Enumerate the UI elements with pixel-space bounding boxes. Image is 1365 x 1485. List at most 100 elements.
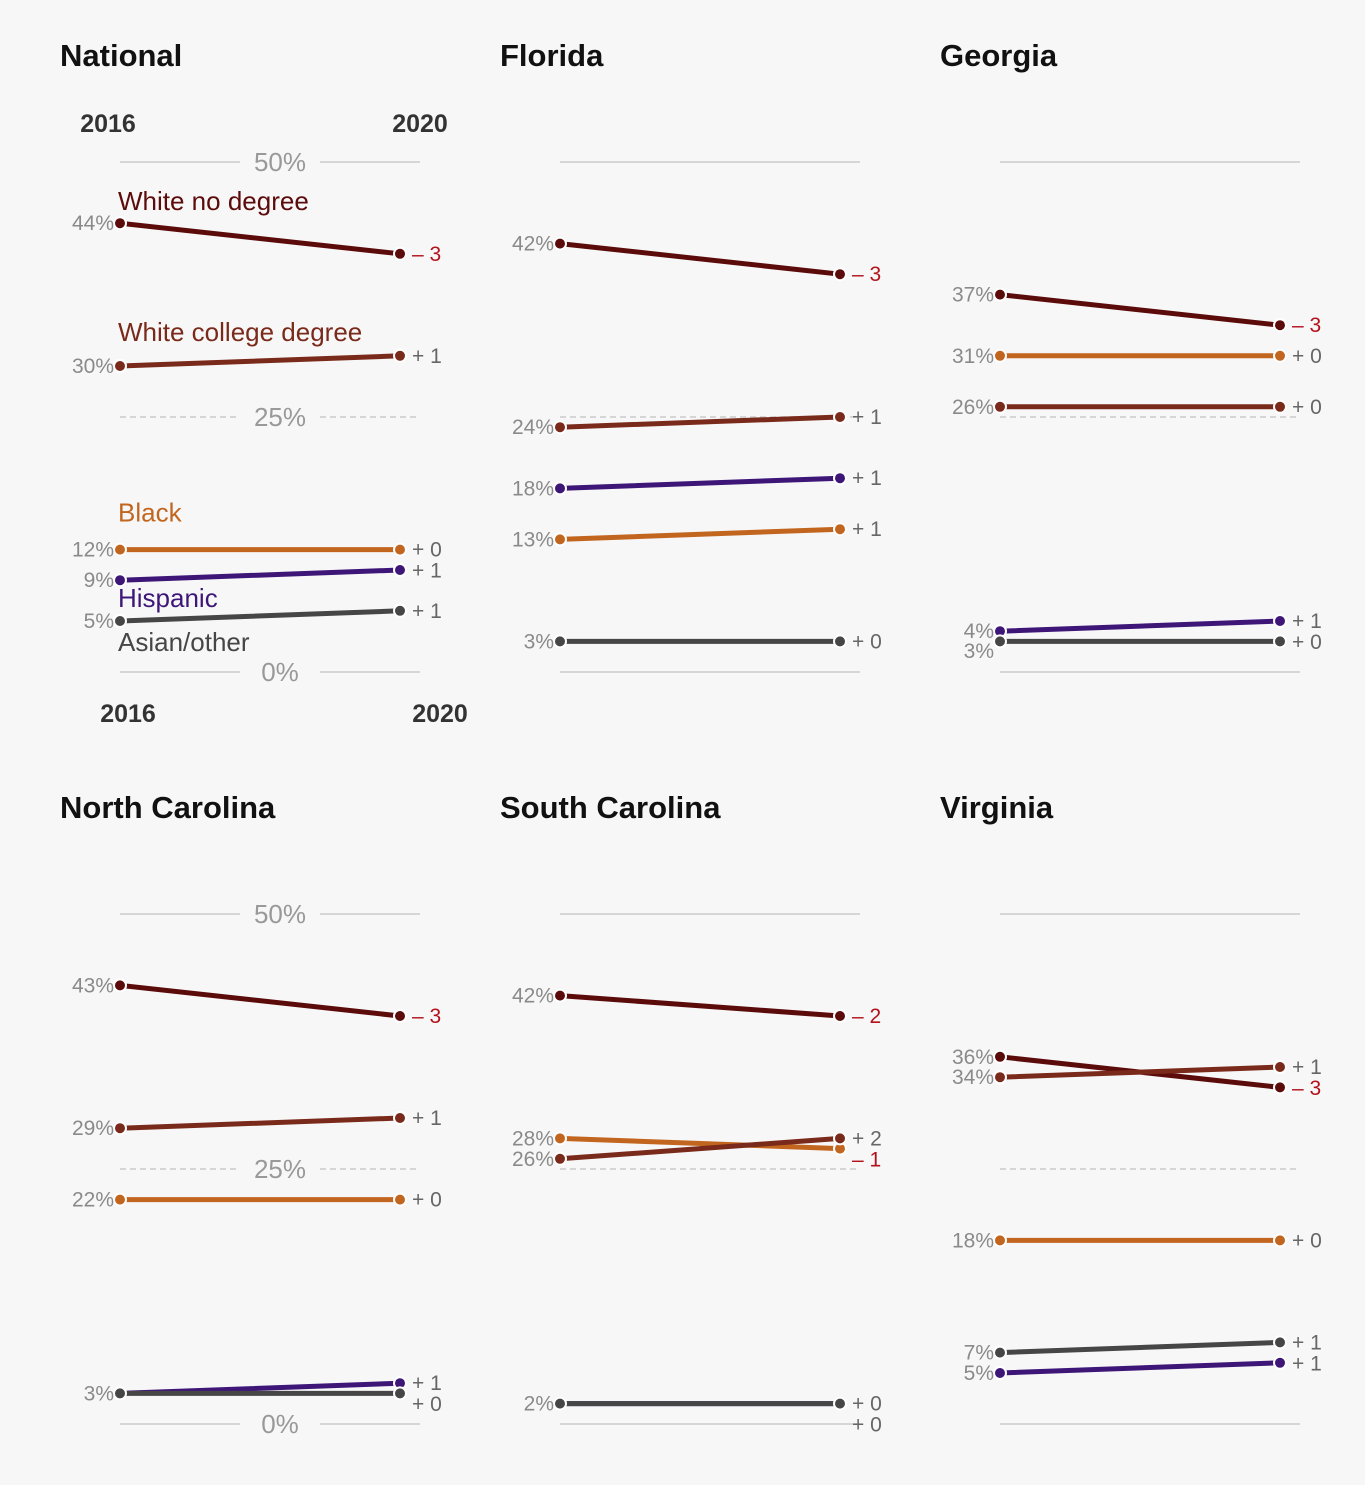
start-label-virginia-hispanic: 5% <box>964 1362 994 1385</box>
start-label-florida-black: 13% <box>512 528 554 551</box>
start-label-south-carolina-white_no_degree: 42% <box>512 985 554 1008</box>
point-end-national-white_no_degree <box>393 246 407 261</box>
series-line-national-white_college_degree <box>117 353 403 369</box>
start-label-north-carolina-white_college_degree: 29% <box>72 1117 114 1140</box>
point-end-national-hispanic <box>393 563 407 577</box>
change-label-south-carolina-black: – 1 <box>852 1148 881 1171</box>
start-label-virginia-black: 18% <box>952 1229 994 1252</box>
panel-title-north-carolina: North Carolina <box>60 790 276 825</box>
series-line-florida-white_no_degree <box>557 241 843 277</box>
change-label-florida-white_college_degree: + 1 <box>852 406 882 429</box>
gridline-label-north-carolina-1: 25% <box>254 1154 306 1184</box>
start-label-national-white_college_degree: 30% <box>72 355 114 378</box>
point-start-florida-hispanic <box>553 481 567 496</box>
change-label-south-carolina-hispanic: + 0 <box>852 1393 882 1416</box>
year-label-top-end: 2020 <box>392 110 448 138</box>
series-line-national-asian_other <box>117 608 403 624</box>
start-label-national-hispanic: 9% <box>84 569 114 592</box>
point-end-south-carolina-asian_other <box>833 1396 847 1411</box>
gridline-label-north-carolina-0: 50% <box>254 899 306 929</box>
point-start-virginia-white_college_degree <box>993 1070 1007 1085</box>
change-label-north-carolina-white_college_degree: + 1 <box>412 1107 442 1130</box>
series-label-asian_other: Asian/other <box>118 627 250 657</box>
point-start-virginia-black <box>993 1233 1007 1248</box>
point-end-georgia-asian_other <box>1273 634 1287 649</box>
point-end-florida-asian_other <box>833 634 847 649</box>
point-end-national-asian_other <box>393 603 407 618</box>
series-line-south-carolina-white_college_degree <box>557 1135 843 1162</box>
point-start-national-black <box>113 542 127 557</box>
year-label-bottom-end: 2020 <box>412 700 468 728</box>
start-label-virginia-white_college_degree: 34% <box>952 1066 994 1089</box>
series-line-georgia-white_no_degree <box>997 292 1283 328</box>
change-label-north-carolina-black: + 0 <box>412 1189 442 1212</box>
series-label-white_college_degree: White college degree <box>118 317 362 347</box>
change-label-national-white_no_degree: – 3 <box>412 243 441 266</box>
change-label-florida-black: + 1 <box>852 518 882 541</box>
point-start-north-carolina-asian_other <box>113 1386 127 1401</box>
change-label-north-carolina-asian_other: + 0 <box>412 1393 442 1416</box>
year-label-bottom-start: 2016 <box>100 700 156 728</box>
series-line-north-carolina-white_college_degree <box>117 1115 403 1131</box>
start-label-south-carolina-white_college_degree: 26% <box>512 1148 554 1171</box>
point-end-national-black <box>393 542 407 557</box>
panel-title-south-carolina: South Carolina <box>500 790 721 825</box>
change-label-virginia-black: + 0 <box>1292 1229 1322 1252</box>
series-line-florida-white_college_degree <box>557 414 843 430</box>
series-line-national-white_no_degree <box>117 220 403 257</box>
point-start-north-carolina-white_college_degree <box>113 1121 127 1136</box>
change-label-south-carolina-white_no_degree: – 2 <box>852 1005 881 1028</box>
start-label-national-black: 12% <box>72 539 114 562</box>
point-end-north-carolina-white_college_degree <box>393 1111 407 1125</box>
start-label-north-carolina-white_no_degree: 43% <box>72 974 114 997</box>
point-end-florida-black <box>833 522 847 537</box>
point-end-south-carolina-white_college_degree <box>833 1131 847 1146</box>
series-label-hispanic: Hispanic <box>118 583 218 613</box>
point-end-north-carolina-white_no_degree <box>393 1009 407 1023</box>
start-label-national-white_no_degree: 44% <box>72 212 114 235</box>
start-label-north-carolina-hispanic: 3% <box>84 1382 114 1405</box>
year-label-top-start: 2016 <box>80 110 136 138</box>
series-line-florida-black <box>557 526 843 542</box>
point-start-florida-white_college_degree <box>553 420 567 435</box>
change-label-virginia-hispanic: + 1 <box>1292 1352 1322 1375</box>
point-start-national-white_no_degree <box>113 216 127 231</box>
point-start-north-carolina-white_no_degree <box>113 978 127 993</box>
change-label-north-carolina-white_no_degree: – 3 <box>412 1005 441 1028</box>
point-start-national-white_college_degree <box>113 359 127 373</box>
point-start-national-asian_other <box>113 614 127 628</box>
start-label-virginia-asian_other: 7% <box>964 1342 994 1365</box>
start-label-georgia-asian_other: 3% <box>964 640 994 663</box>
point-end-florida-white_no_degree <box>833 267 847 282</box>
change-label-national-white_college_degree: + 1 <box>412 345 442 368</box>
series-line-virginia-asian_other <box>997 1339 1283 1356</box>
point-start-georgia-black <box>993 348 1007 363</box>
point-start-virginia-asian_other <box>993 1345 1007 1360</box>
change-label-national-hispanic: + 1 <box>412 560 442 583</box>
series-line-south-carolina-white_no_degree <box>557 993 843 1019</box>
start-label-national-asian_other: 5% <box>84 610 114 633</box>
point-end-georgia-white_no_degree <box>1273 318 1287 333</box>
start-label-florida-hispanic: 18% <box>512 477 554 500</box>
series-line-south-carolina-black <box>557 1135 843 1152</box>
change-label-national-asian_other: + 1 <box>412 600 442 623</box>
change-label-national-black: + 0 <box>412 539 442 562</box>
change-label-georgia-black: + 0 <box>1292 345 1322 368</box>
start-label-florida-asian_other: 3% <box>524 630 554 653</box>
point-end-georgia-white_college_degree <box>1273 399 1287 414</box>
point-start-georgia-asian_other <box>993 634 1007 649</box>
change-label-florida-hispanic: + 1 <box>852 467 882 490</box>
point-end-georgia-black <box>1273 348 1287 363</box>
change-label-florida-white_no_degree: – 3 <box>852 263 881 286</box>
start-label-georgia-white_no_degree: 37% <box>952 284 994 307</box>
point-start-virginia-hispanic <box>993 1366 1007 1380</box>
point-end-virginia-white_no_degree <box>1273 1080 1287 1095</box>
gridline-label-national-0: 50% <box>254 147 306 177</box>
series-line-north-carolina-white_no_degree <box>117 982 403 1019</box>
point-end-virginia-hispanic <box>1273 1355 1287 1370</box>
start-label-georgia-black: 31% <box>952 345 994 368</box>
change-label-south-carolina-asian_other: + 0 <box>852 1414 882 1437</box>
point-end-north-carolina-asian_other <box>393 1386 407 1401</box>
